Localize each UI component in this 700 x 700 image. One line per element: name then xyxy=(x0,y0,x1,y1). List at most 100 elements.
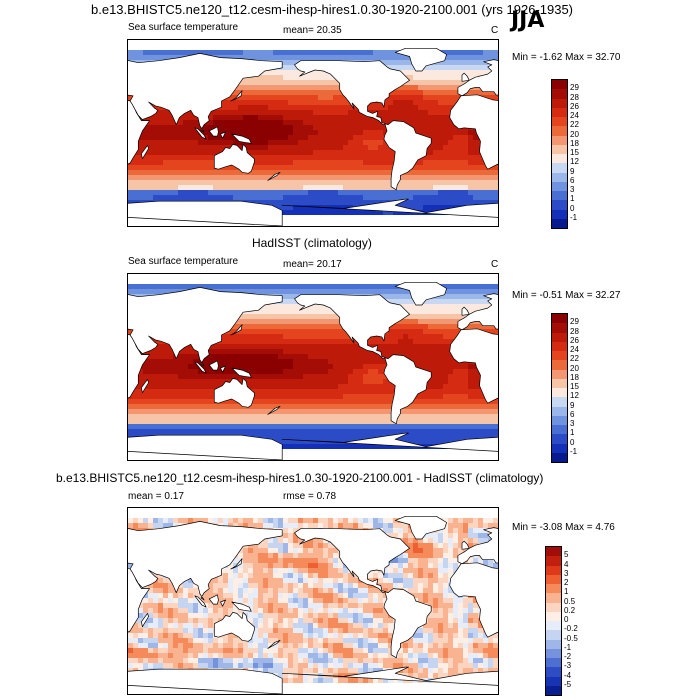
colorbar-swatch xyxy=(552,181,567,191)
colorbar-swatch xyxy=(546,602,561,612)
colorbar-tick-label: -0.2 xyxy=(564,624,578,634)
land-mass xyxy=(194,595,207,608)
colorbar-swatch xyxy=(546,593,561,603)
land-mass xyxy=(461,306,470,316)
colorbar-tick-label: 29 xyxy=(570,317,579,327)
colorbar-swatch xyxy=(552,126,567,136)
land-mass xyxy=(457,59,498,97)
colorbar-swatch xyxy=(552,80,567,90)
land-mass xyxy=(128,287,283,367)
colorbar-swatch xyxy=(552,434,567,444)
colorbar-swatch xyxy=(552,388,567,398)
colorbar-swatch xyxy=(546,574,561,584)
land-mass xyxy=(394,515,447,540)
land-mass xyxy=(141,613,149,628)
panel2-colorbar xyxy=(551,313,568,463)
colorbar-tick-label: -5 xyxy=(564,679,572,689)
colorbar-swatch xyxy=(546,584,561,594)
land-mass xyxy=(213,144,255,174)
panel3-mean: mean = 0.17 xyxy=(128,491,184,502)
land-mass xyxy=(281,198,498,218)
colorbar-tick-label: 1 xyxy=(570,194,575,204)
colorbar-tick-label: 26 xyxy=(570,335,579,345)
colorbar-tick-label: 1 xyxy=(570,428,575,438)
colorbar-swatch xyxy=(546,648,561,658)
land-mass xyxy=(457,293,498,331)
land-mass xyxy=(294,60,410,126)
colorbar-tick-label: -4 xyxy=(564,670,572,680)
colorbar-swatch xyxy=(552,154,567,164)
land-mass xyxy=(449,562,498,638)
land-mass xyxy=(267,171,281,181)
colorbar-swatch xyxy=(546,630,561,640)
colorbar-swatch xyxy=(552,117,567,127)
land-mass xyxy=(141,379,149,394)
land-mass xyxy=(208,594,219,605)
panel2-field-label: Sea surface temperature xyxy=(128,256,239,267)
colorbar-swatch xyxy=(552,425,567,435)
colorbar-tick-label: 3 xyxy=(570,185,575,194)
panel1-mean: mean= 20.35 xyxy=(283,25,342,36)
colorbar-tick-label: 12 xyxy=(570,391,579,401)
land-mass xyxy=(281,666,498,686)
colorbar-swatch xyxy=(552,415,567,425)
land-mass xyxy=(128,568,150,633)
colorbar-swatch xyxy=(552,378,567,388)
colorbar-swatch xyxy=(552,135,567,145)
land-mass xyxy=(394,281,447,306)
land-mass xyxy=(394,47,447,72)
land-mass xyxy=(128,100,150,165)
panel3-minmax: Min = -3.08 Max = 4.76 xyxy=(512,522,615,533)
land-mass xyxy=(231,367,252,378)
land-mass xyxy=(461,72,470,82)
colorbar-tick-label: 15 xyxy=(570,148,579,157)
colorbar-swatch xyxy=(552,200,567,210)
land-mass xyxy=(213,612,255,642)
colorbar-tick-label: 24 xyxy=(570,111,579,120)
colorbar-swatch xyxy=(552,218,567,228)
land-mass xyxy=(208,360,219,371)
panel1-minmax: Min = -1.62 Max = 32.70 xyxy=(512,52,621,63)
colorbar-swatch xyxy=(546,676,561,686)
land-mass xyxy=(449,328,498,404)
land-mass xyxy=(231,601,252,612)
land-mass xyxy=(231,133,252,144)
colorbar-tick-label: 26 xyxy=(570,101,579,111)
colorbar-tick-label: 18 xyxy=(570,138,579,148)
colorbar-tick-label: -3 xyxy=(564,661,572,671)
panel3-colorbar xyxy=(545,546,562,696)
colorbar-tick-label: 18 xyxy=(570,372,579,382)
colorbar-swatch xyxy=(552,369,567,379)
colorbar-swatch xyxy=(552,314,567,324)
land-mass xyxy=(383,354,432,425)
land-mass xyxy=(128,668,283,694)
land-mass xyxy=(383,588,432,659)
colorbar-swatch xyxy=(552,323,567,333)
land-mass xyxy=(230,90,243,102)
colorbar-tick-label: 3 xyxy=(564,568,569,578)
season-label: JJA xyxy=(511,8,545,33)
colorbar-swatch xyxy=(552,332,567,342)
colorbar-tick-label: 3 xyxy=(570,419,575,428)
colorbar-tick-label: 29 xyxy=(570,83,579,93)
land-mass xyxy=(220,365,226,373)
colorbar-tick-label: -1 xyxy=(570,212,578,222)
colorbar-tick-label: 5 xyxy=(564,550,569,560)
colorbar-tick-label: 28 xyxy=(570,92,579,102)
colorbar-tick-label: 9 xyxy=(570,166,575,176)
land-mass xyxy=(194,127,207,140)
colorbar-tick-label: 20 xyxy=(570,129,579,139)
colorbar-swatch xyxy=(552,397,567,407)
land-mass xyxy=(208,126,219,137)
colorbar-tick-label: 0 xyxy=(570,203,575,213)
land-mass xyxy=(281,432,498,452)
land-mass xyxy=(294,294,410,360)
land-mass xyxy=(267,405,281,415)
colorbar-swatch xyxy=(546,621,561,631)
figure-title-top: b.e13.BHISTC5.ne120_t12.cesm-ihesp-hires… xyxy=(91,2,574,17)
land-mass xyxy=(128,200,283,226)
colorbar-swatch xyxy=(552,360,567,370)
land-mass xyxy=(294,528,410,594)
panel2-units: C xyxy=(491,259,499,270)
panel2-title: HadISST (climatology) xyxy=(252,236,372,250)
